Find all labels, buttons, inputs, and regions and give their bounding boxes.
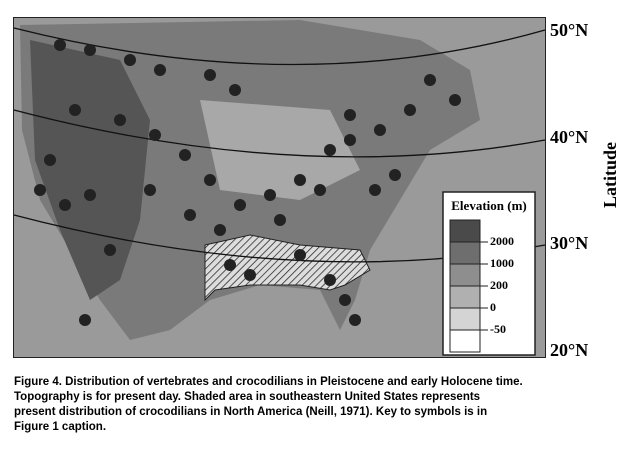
site-marker [389, 169, 401, 181]
site-marker [84, 44, 96, 56]
site-marker [324, 274, 336, 286]
site-marker [339, 294, 351, 306]
latitude-label: 20°N [550, 340, 588, 360]
caption-line: present distribution of crocodilians in … [14, 406, 488, 418]
site-marker [154, 64, 166, 76]
site-marker [349, 314, 361, 326]
site-markers [34, 39, 461, 326]
site-marker [54, 39, 66, 51]
legend-label: 0 [490, 300, 496, 314]
site-marker [324, 144, 336, 156]
latitude-label: 40°N [550, 127, 588, 147]
site-marker [34, 184, 46, 196]
site-marker [214, 224, 226, 236]
site-marker [344, 134, 356, 146]
plains [200, 100, 360, 200]
legend-swatch [449, 329, 481, 353]
legend-swatch [449, 241, 481, 265]
site-marker [294, 249, 306, 261]
site-marker [374, 124, 386, 136]
parallel [13, 109, 546, 158]
site-marker [204, 174, 216, 186]
site-marker [149, 129, 161, 141]
site-marker [244, 269, 256, 281]
legend-swatch [449, 219, 481, 243]
site-marker [179, 149, 191, 161]
site-marker [104, 244, 116, 256]
site-marker [59, 199, 71, 211]
legend-label: -50 [490, 322, 506, 336]
site-marker [84, 189, 96, 201]
site-marker [274, 214, 286, 226]
caption-line: Figure 4. Distribution of vertebrates an… [14, 376, 523, 388]
site-marker [124, 54, 136, 66]
site-marker [224, 259, 236, 271]
site-marker [264, 189, 276, 201]
site-marker [314, 184, 326, 196]
site-marker [449, 94, 461, 106]
site-marker [204, 69, 216, 81]
legend-swatch [449, 285, 481, 309]
legend-swatch [449, 307, 481, 331]
site-marker [69, 104, 81, 116]
site-marker [144, 184, 156, 196]
site-marker [229, 84, 241, 96]
axis-label: Latitude [600, 142, 620, 208]
caption-line: Figure 1 caption. [14, 421, 107, 433]
caption-line: Topography is for present day. Shaded ar… [14, 391, 481, 403]
legend-label: 2000 [490, 234, 514, 248]
legend-title: Elevation (m) [451, 198, 526, 213]
site-marker [184, 209, 196, 221]
legend-label: 1000 [490, 256, 514, 270]
latitude-label: 30°N [550, 233, 588, 253]
site-marker [294, 174, 306, 186]
mountains [30, 40, 150, 300]
legend-label: 200 [490, 278, 508, 292]
site-marker [404, 104, 416, 116]
site-marker [424, 74, 436, 86]
site-marker [114, 114, 126, 126]
site-marker [369, 184, 381, 196]
site-marker [44, 154, 56, 166]
site-marker [234, 199, 246, 211]
site-marker [344, 109, 356, 121]
latitude-label: 50°N [550, 20, 588, 40]
legend-swatch [449, 263, 481, 287]
site-marker [79, 314, 91, 326]
